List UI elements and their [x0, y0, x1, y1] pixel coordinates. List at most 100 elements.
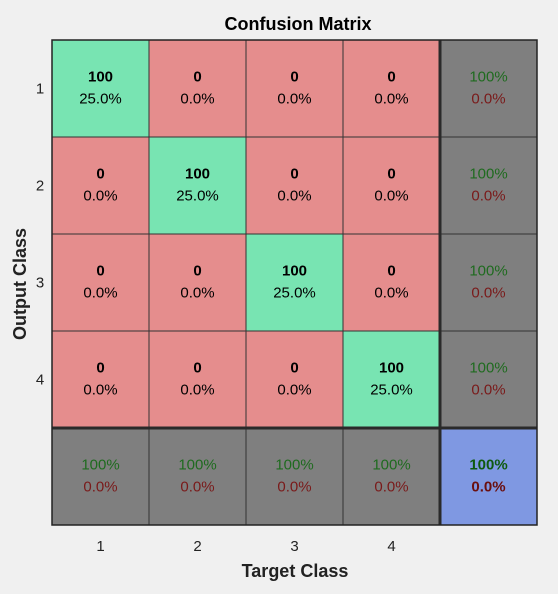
row-summary-4-bg	[439, 330, 538, 429]
cell-r2-c1: 0 0.0%	[51, 136, 150, 235]
cell-r2-c2-bg	[148, 136, 247, 235]
y-tick-label: 2	[36, 178, 44, 195]
overall-summary: 100% 0.0%	[439, 427, 538, 526]
cell-r2-c1-primary: 0	[96, 166, 104, 183]
row-summary-1-primary: 100%	[469, 69, 507, 86]
cell-r4-c2-secondary: 0.0%	[180, 382, 214, 399]
row-summary-1-bg	[439, 39, 538, 138]
cell-r2-c3-primary: 0	[290, 166, 298, 183]
row-summary-2-primary: 100%	[469, 166, 507, 183]
cell-r1-c1-secondary: 25.0%	[79, 91, 122, 108]
row-summary-4: 100% 0.0%	[439, 330, 538, 429]
cell-r1-c3-bg	[245, 39, 344, 138]
cell-r4-c1-bg	[51, 330, 150, 429]
row-summary-4-primary: 100%	[469, 360, 507, 377]
x-tick-label: 1	[96, 538, 104, 555]
cell-r3-c4-bg	[342, 233, 441, 332]
column-summary-4-bg	[342, 427, 441, 526]
cell-r3-c4-primary: 0	[387, 263, 395, 280]
column-summary-3: 100% 0.0%	[245, 427, 344, 526]
cell-r4-c4: 100 25.0%	[342, 330, 441, 429]
cell-r1-c2-bg	[148, 39, 247, 138]
cell-r1-c3-primary: 0	[290, 69, 298, 86]
cell-r1-c3: 0 0.0%	[245, 39, 344, 138]
cell-r3-c2-primary: 0	[193, 263, 201, 280]
cell-r3-c2-secondary: 0.0%	[180, 285, 214, 302]
column-summary-1-secondary: 0.0%	[83, 479, 117, 496]
cell-r3-c3: 100 25.0%	[245, 233, 344, 332]
cell-r2-c4: 0 0.0%	[342, 136, 441, 235]
cell-r4-c2-primary: 0	[193, 360, 201, 377]
row-summary-2-secondary: 0.0%	[471, 188, 505, 205]
column-summary-3-bg	[245, 427, 344, 526]
overall-summary-primary: 100%	[469, 457, 507, 474]
row-summary-3-primary: 100%	[469, 263, 507, 280]
cell-r1-c2-secondary: 0.0%	[180, 91, 214, 108]
matrix-border	[51, 39, 538, 526]
cell-r4-c4-secondary: 25.0%	[370, 382, 413, 399]
cell-r3-c3-bg	[245, 233, 344, 332]
cell-r4-c4-primary: 100	[379, 360, 404, 377]
overall-summary-secondary: 0.0%	[471, 479, 505, 496]
cell-r2-c4-primary: 0	[387, 166, 395, 183]
y-tick-label: 3	[36, 275, 44, 292]
cell-r3-c4: 0 0.0%	[342, 233, 441, 332]
cell-r3-c1: 0 0.0%	[51, 233, 150, 332]
column-summary-2-secondary: 0.0%	[180, 479, 214, 496]
column-summary-2: 100% 0.0%	[148, 427, 247, 526]
column-summary-1: 100% 0.0%	[51, 427, 150, 526]
x-tick-label: 2	[193, 538, 201, 555]
column-summary-4: 100% 0.0%	[342, 427, 441, 526]
cell-r1-c4: 0 0.0%	[342, 39, 441, 138]
y-tick-label: 1	[36, 81, 44, 98]
row-summary-1-secondary: 0.0%	[471, 91, 505, 108]
row-summary-2: 100% 0.0%	[439, 136, 538, 235]
cell-r2-c2-primary: 100	[185, 166, 210, 183]
column-summary-4-primary: 100%	[372, 457, 410, 474]
cell-r2-c3-secondary: 0.0%	[277, 188, 311, 205]
cell-r1-c4-primary: 0	[387, 69, 395, 86]
cell-r2-c4-bg	[342, 136, 441, 235]
column-summary-2-primary: 100%	[178, 457, 216, 474]
column-summary-1-bg	[51, 427, 150, 526]
cell-r1-c3-secondary: 0.0%	[277, 91, 311, 108]
axis-ticks: 1 2 3 4 1 2 3 4	[36, 81, 396, 556]
cell-r3-c2: 0 0.0%	[148, 233, 247, 332]
row-summary-3-secondary: 0.0%	[471, 285, 505, 302]
cell-r2-c1-secondary: 0.0%	[83, 188, 117, 205]
cell-r3-c1-secondary: 0.0%	[83, 285, 117, 302]
cell-r1-c1-primary: 100	[88, 69, 113, 86]
x-tick-label: 3	[290, 538, 298, 555]
cell-r3-c2-bg	[148, 233, 247, 332]
cell-r3-c1-bg	[51, 233, 150, 332]
cell-r3-c4-secondary: 0.0%	[374, 285, 408, 302]
cell-r3-c3-primary: 100	[282, 263, 307, 280]
cell-r2-c1-bg	[51, 136, 150, 235]
chart-title: Confusion Matrix	[225, 14, 372, 34]
cell-r4-c1: 0 0.0%	[51, 330, 150, 429]
cell-r1-c4-bg	[342, 39, 441, 138]
cell-r4-c3-primary: 0	[290, 360, 298, 377]
overall-summary-bg	[439, 427, 538, 526]
x-axis-label: Target Class	[242, 561, 349, 581]
cell-r4-c3-bg	[245, 330, 344, 429]
row-summary-3: 100% 0.0%	[439, 233, 538, 332]
cell-r3-c3-secondary: 25.0%	[273, 285, 316, 302]
cell-r1-c1-bg	[51, 39, 150, 138]
matrix-cells: 100 25.0% 0 0.0% 0 0.0% 0 0.0% 100% 0.0% 0 0.0% 100 2…	[51, 39, 538, 526]
cell-r2-c2: 100 25.0%	[148, 136, 247, 235]
y-axis-label: Output Class	[10, 228, 30, 340]
cell-r2-c3-bg	[245, 136, 344, 235]
cell-r2-c3: 0 0.0%	[245, 136, 344, 235]
column-summary-3-secondary: 0.0%	[277, 479, 311, 496]
column-summary-2-bg	[148, 427, 247, 526]
column-summary-1-primary: 100%	[81, 457, 119, 474]
x-tick-label: 4	[387, 538, 395, 555]
cell-r1-c4-secondary: 0.0%	[374, 91, 408, 108]
cell-r4-c4-bg	[342, 330, 441, 429]
row-summary-3-bg	[439, 233, 538, 332]
cell-r4-c1-primary: 0	[96, 360, 104, 377]
row-summary-2-bg	[439, 136, 538, 235]
